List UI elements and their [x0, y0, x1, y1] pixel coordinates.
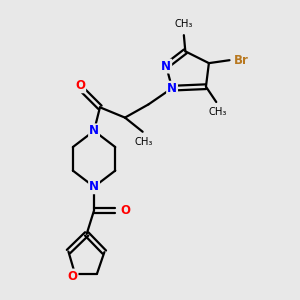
Text: N: N	[89, 124, 99, 137]
Text: N: N	[89, 180, 99, 193]
Text: O: O	[75, 79, 85, 92]
Text: O: O	[121, 204, 130, 217]
Text: CH₃: CH₃	[208, 107, 227, 117]
Text: CH₃: CH₃	[135, 137, 153, 147]
Text: N: N	[167, 82, 177, 95]
Text: O: O	[68, 269, 78, 283]
Text: N: N	[161, 60, 171, 73]
Text: Br: Br	[234, 54, 249, 67]
Text: CH₃: CH₃	[175, 19, 193, 29]
